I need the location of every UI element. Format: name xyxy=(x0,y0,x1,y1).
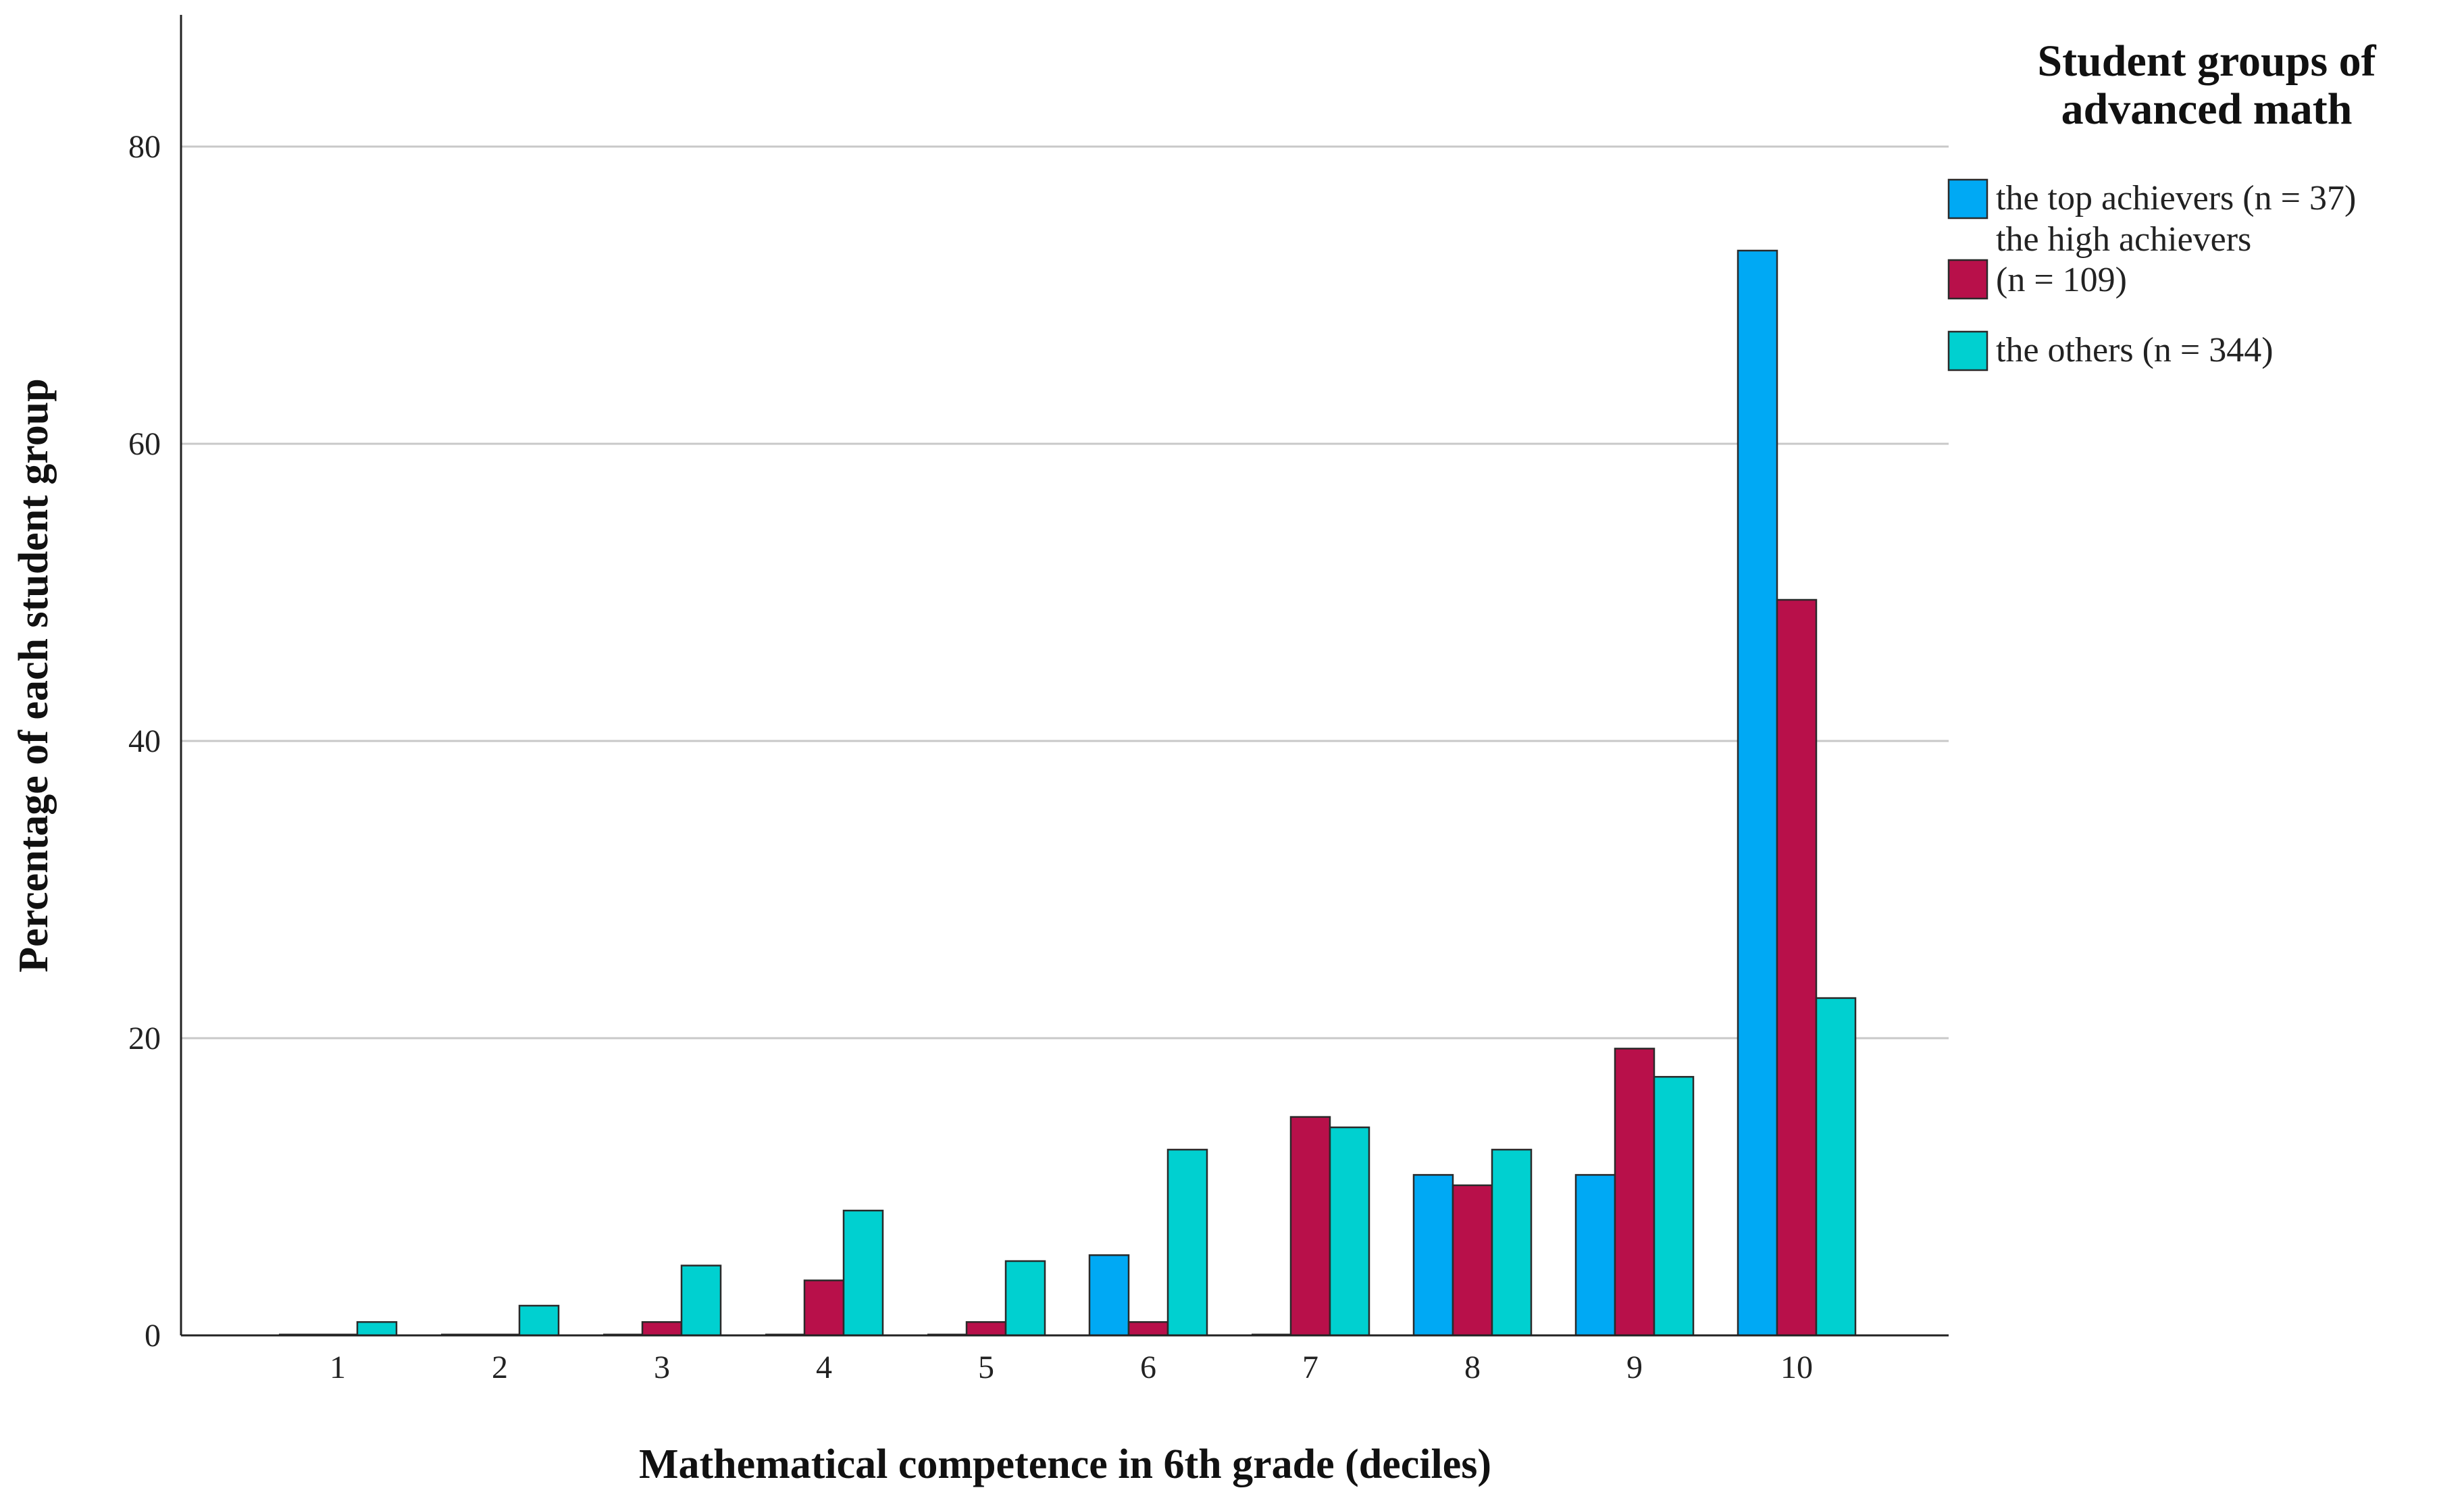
x-tick-label: 1 xyxy=(330,1350,346,1385)
bar-6-series-2 xyxy=(1127,1321,1169,1337)
bars xyxy=(279,249,1857,1337)
legend-item-2: the high achievers(n = 109) xyxy=(1947,220,2251,300)
legend-item-1: the top achievers (n = 37) xyxy=(1947,178,2356,220)
x-tick-labels: 1 2 3 4 5 6 7 8 9 10 xyxy=(330,1350,1813,1385)
y-tick-label: 0 xyxy=(145,1318,161,1354)
bar-4-series-3 xyxy=(842,1209,884,1337)
bar-10-series-3 xyxy=(1815,997,1857,1337)
bar-8-series-2 xyxy=(1452,1184,1493,1337)
bar-2-series-3 xyxy=(518,1304,560,1337)
x-tick-label: 8 xyxy=(1464,1350,1481,1385)
legend-swatch xyxy=(1947,259,1988,300)
y-tick-label: 80 xyxy=(128,129,161,165)
x-tick-label: 5 xyxy=(978,1350,994,1385)
legend-label: the high achievers xyxy=(1996,220,2251,259)
legend-swatch xyxy=(1947,330,1988,372)
x-tick-label: 2 xyxy=(492,1350,508,1385)
bar-6-series-1 xyxy=(1088,1254,1130,1337)
legend-swatch xyxy=(1947,178,1988,220)
y-tick-labels: 0 20 40 60 80 xyxy=(128,129,161,1354)
x-tick-label: 9 xyxy=(1626,1350,1643,1385)
bar-5-series-3 xyxy=(1004,1260,1046,1337)
legend-label: the others (n = 344) xyxy=(1996,331,2274,369)
bar-10-series-1 xyxy=(1737,249,1778,1337)
legend-label: (n = 109) xyxy=(1996,261,2127,299)
bar-9-series-2 xyxy=(1614,1048,1656,1337)
y-tick-label: 40 xyxy=(128,723,161,759)
axes xyxy=(180,15,1949,1337)
bar-9-series-3 xyxy=(1653,1075,1695,1337)
bar-8-series-1 xyxy=(1412,1174,1454,1337)
legend-label: the top achievers (n = 37) xyxy=(1996,179,2356,217)
bar-9-series-1 xyxy=(1574,1174,1616,1337)
legend-item-3: the others (n = 344) xyxy=(1947,330,2274,372)
bar-1-series-3 xyxy=(356,1321,398,1337)
legend-title-line-2: advanced math xyxy=(2061,84,2353,134)
gridlines xyxy=(181,145,1949,1040)
x-axis-title: Mathematical competence in 6th grade (de… xyxy=(639,1441,1491,1487)
bar-10-series-2 xyxy=(1776,598,1818,1337)
x-tick-label: 6 xyxy=(1140,1350,1156,1385)
legend: Student groups of advanced math the top … xyxy=(1947,36,2377,372)
y-tick-label: 20 xyxy=(128,1021,161,1056)
y-axis-title: Percentage of each student group xyxy=(11,378,57,972)
x-tick-label: 3 xyxy=(654,1350,670,1385)
bar-4-series-2 xyxy=(803,1279,845,1337)
x-tick-label: 4 xyxy=(816,1350,832,1385)
bar-7-series-3 xyxy=(1329,1126,1370,1337)
bar-7-series-2 xyxy=(1289,1116,1331,1337)
legend-items: the top achievers (n = 37)the high achie… xyxy=(1947,178,2356,372)
x-tick-label: 10 xyxy=(1780,1350,1813,1385)
bar-5-series-2 xyxy=(965,1321,1007,1337)
bar-3-series-2 xyxy=(641,1321,683,1337)
y-tick-label: 60 xyxy=(128,426,161,462)
bar-8-series-3 xyxy=(1491,1148,1533,1337)
bar-3-series-3 xyxy=(680,1264,722,1337)
bar-6-series-3 xyxy=(1166,1148,1208,1337)
x-tick-label: 7 xyxy=(1302,1350,1318,1385)
legend-title-line-1: Student groups of xyxy=(2037,36,2376,86)
